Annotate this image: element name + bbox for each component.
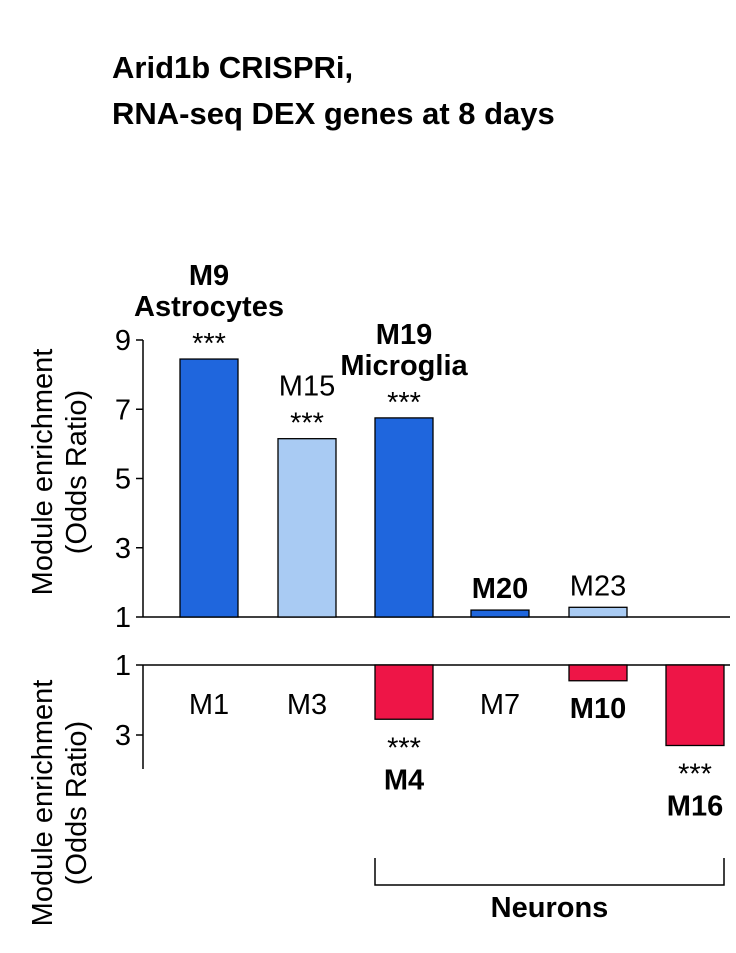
bar-M20 (470, 609, 530, 618)
label-M4-line-2: M4 (384, 764, 424, 796)
label-M16-line-1: *** (678, 759, 712, 791)
chart-title-line-1: Arid1b CRISPRi, (112, 50, 354, 85)
label-M23-line-1: M23 (570, 570, 626, 602)
label-M19-line-2: Microglia (340, 350, 468, 382)
label-M9-line-2: Astrocytes (134, 291, 284, 323)
upper-y-tick-label: 5 (115, 464, 131, 496)
label-M1: M1 (189, 689, 229, 721)
bar-M23 (568, 606, 628, 618)
neurons-bracket (374, 858, 725, 886)
bar-M16 (665, 664, 725, 747)
label-M7: M7 (480, 689, 520, 721)
bar-M10 (568, 664, 628, 682)
bar-M19 (374, 417, 434, 618)
neurons-bracket-group: Neurons (374, 858, 725, 924)
label-M20-line-1: M20 (472, 573, 528, 605)
lower-y-tick-label: 3 (115, 720, 131, 752)
label-M10: M10 (570, 693, 626, 725)
label-M19-line-1: M19 (376, 319, 432, 351)
upper-y-tick-label: 1 (115, 602, 131, 634)
neurons-label: Neurons (491, 892, 609, 924)
label-M9-line-3: *** (192, 328, 226, 360)
upper-y-tick-label: 7 (115, 394, 131, 426)
lower-y-axis-label-line-1: Module enrichment (27, 680, 59, 927)
chart-title-line-2: RNA-seq DEX genes at 8 days (112, 96, 555, 131)
upper-y-tick-label: 9 (115, 325, 131, 357)
label-M9-line-1: M9 (189, 260, 229, 292)
label-M15-line-1: M15 (279, 371, 335, 403)
upper-y-axis-label-line-1: Module enrichment (27, 349, 59, 596)
bar-M9 (179, 358, 239, 618)
bar-M4 (374, 664, 434, 720)
label-M3: M3 (287, 689, 327, 721)
upper-panel: 1 3 5 7 9 Module enrichment (Odds Ratio) *** Ast… (27, 260, 730, 634)
label-M4-line-1: *** (387, 732, 421, 764)
upper-y-tick-label: 3 (115, 533, 131, 565)
label-M16-line-2: M16 (667, 791, 723, 823)
label-M15-line-2: *** (290, 408, 324, 440)
lower-y-tick-label: 1 (115, 650, 131, 682)
label-M19-line-3: *** (387, 387, 421, 419)
bar-M15 (277, 438, 337, 618)
upper-y-axis-label-line-2: (Odds Ratio) (61, 390, 93, 554)
lower-y-axis-label-line-2: (Odds Ratio) (61, 721, 93, 885)
